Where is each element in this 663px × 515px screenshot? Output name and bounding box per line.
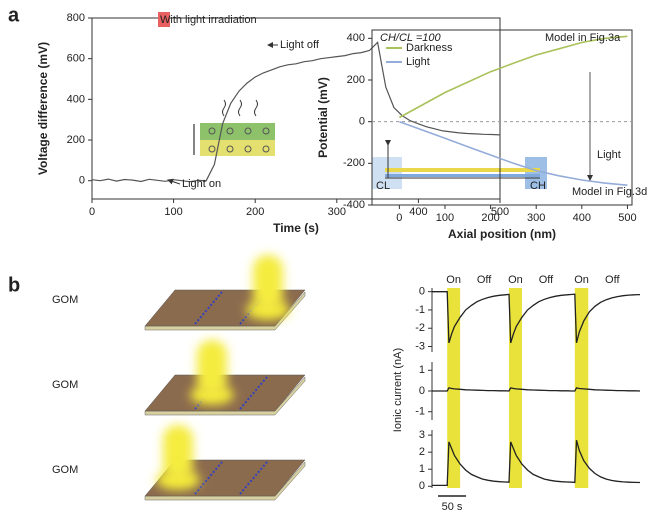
y-tick-label: 200 bbox=[347, 74, 365, 86]
x-tick-label: 400 bbox=[573, 212, 591, 224]
panel-label: b bbox=[8, 274, 20, 296]
y-tick-label: -400 bbox=[343, 199, 365, 211]
annotation: Off bbox=[477, 274, 492, 286]
panel-label: a bbox=[8, 4, 20, 26]
scale-bar-label: 50 s bbox=[442, 501, 463, 513]
x-tick-label: 500 bbox=[618, 212, 636, 224]
annotation: With light irradiation bbox=[160, 14, 257, 26]
gom-label: GOM bbox=[52, 379, 78, 391]
y-tick-label: 200 bbox=[67, 134, 85, 146]
figure: a b GOMGOMGOM020040060080001002003004005… bbox=[0, 0, 663, 515]
y-axis-label: Ionic current (nA) bbox=[392, 348, 404, 432]
y-tick-label: 1 bbox=[419, 364, 425, 376]
x-axis-label: Time (s) bbox=[273, 221, 319, 235]
light-beam bbox=[253, 255, 283, 310]
light-beam bbox=[197, 340, 227, 395]
x-tick-label: 400 bbox=[409, 206, 427, 218]
x-tick-label: 0 bbox=[89, 206, 95, 218]
x-axis-label: Axial position (nm) bbox=[448, 227, 556, 241]
x-tick-label: 200 bbox=[246, 206, 264, 218]
x-tick-label: 100 bbox=[436, 212, 454, 224]
x-tick-label: 300 bbox=[527, 212, 545, 224]
y-tick-label: -3 bbox=[415, 340, 425, 352]
inset-illustration bbox=[372, 145, 547, 189]
y-axis-label: Potential (mV) bbox=[316, 77, 330, 158]
y-tick-label: 3 bbox=[419, 429, 425, 441]
y-tick-label: 2 bbox=[419, 446, 425, 458]
series-line bbox=[92, 42, 500, 181]
annotation: Off bbox=[539, 274, 554, 286]
annotation: Off bbox=[605, 274, 620, 286]
y-axis-label: Voltage difference (mV) bbox=[36, 42, 50, 175]
y-tick-label: 0 bbox=[359, 116, 365, 128]
annotation: Model in Fig.3d bbox=[572, 186, 647, 198]
light-beam bbox=[163, 425, 193, 480]
y-tick-label: 400 bbox=[347, 32, 365, 44]
annotation: Model in Fig.3a bbox=[545, 32, 621, 44]
annotation: On bbox=[574, 274, 589, 286]
series-line bbox=[432, 292, 640, 343]
illustration bbox=[145, 255, 305, 500]
y-tick-label: 600 bbox=[67, 53, 85, 65]
annotation: CH/CL =100 bbox=[380, 32, 442, 44]
x-tick-label: 0 bbox=[396, 212, 402, 224]
y-tick-label: -2 bbox=[415, 322, 425, 334]
series-line bbox=[432, 388, 640, 391]
annotation: Light off bbox=[280, 39, 320, 51]
y-tick-label: 800 bbox=[67, 12, 85, 24]
series-line bbox=[432, 440, 640, 485]
gom-label: GOM bbox=[52, 294, 78, 306]
annotation: On bbox=[446, 274, 461, 286]
y-tick-label: 0 bbox=[419, 286, 425, 298]
inset-illustration bbox=[194, 100, 275, 156]
annotation: On bbox=[508, 274, 523, 286]
legend-label: Light bbox=[406, 56, 430, 68]
y-tick-label: -1 bbox=[415, 304, 425, 316]
y-tick-label: 0 bbox=[419, 480, 425, 492]
x-tick-label: 100 bbox=[164, 206, 182, 218]
y-tick-label: 400 bbox=[67, 93, 85, 105]
y-tick-label: -1 bbox=[415, 406, 425, 418]
y-tick-label: 1 bbox=[419, 463, 425, 475]
y-tick-label: -200 bbox=[343, 157, 365, 169]
annotation: CH bbox=[530, 180, 546, 192]
annotation: CL bbox=[376, 180, 390, 192]
annotation: Light on bbox=[182, 178, 221, 190]
gom-label: GOM bbox=[52, 464, 78, 476]
annotation: Light bbox=[597, 149, 621, 161]
y-tick-label: 0 bbox=[79, 175, 85, 187]
x-tick-label: 200 bbox=[481, 212, 499, 224]
y-tick-label: 0 bbox=[419, 385, 425, 397]
